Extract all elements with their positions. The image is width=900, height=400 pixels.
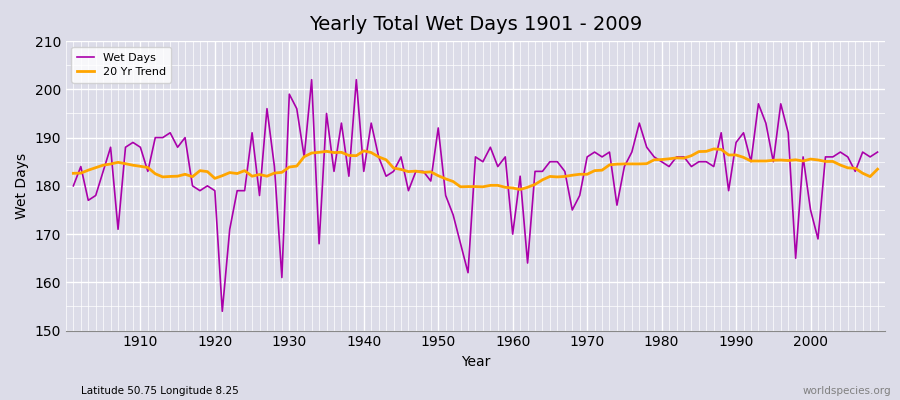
Legend: Wet Days, 20 Yr Trend: Wet Days, 20 Yr Trend [71, 47, 171, 83]
20 Yr Trend [336, 150, 346, 155]
Wet Days [872, 150, 883, 154]
Text: worldspecies.org: worldspecies.org [803, 386, 891, 396]
Wet Days [515, 174, 526, 178]
Line: Wet Days: Wet Days [74, 80, 878, 311]
Title: Yearly Total Wet Days 1901 - 2009: Yearly Total Wet Days 1901 - 2009 [309, 15, 642, 34]
X-axis label: Year: Year [461, 355, 491, 369]
20 Yr Trend [708, 146, 719, 151]
Text: Latitude 50.75 Longitude 8.25: Latitude 50.75 Longitude 8.25 [81, 386, 239, 396]
Line: 20 Yr Trend: 20 Yr Trend [74, 149, 878, 190]
Wet Days [128, 140, 139, 145]
20 Yr Trend [128, 163, 139, 168]
20 Yr Trend [508, 186, 518, 190]
Wet Days [217, 309, 228, 314]
Y-axis label: Wet Days: Wet Days [15, 153, 29, 219]
Wet Days [522, 261, 533, 266]
20 Yr Trend [292, 164, 302, 168]
20 Yr Trend [515, 187, 526, 192]
20 Yr Trend [604, 162, 615, 167]
20 Yr Trend [68, 171, 79, 176]
Wet Days [611, 203, 622, 208]
Wet Days [306, 77, 317, 82]
Wet Days [299, 154, 310, 159]
Wet Days [68, 184, 79, 188]
20 Yr Trend [500, 185, 510, 190]
20 Yr Trend [872, 167, 883, 172]
Wet Days [351, 77, 362, 82]
